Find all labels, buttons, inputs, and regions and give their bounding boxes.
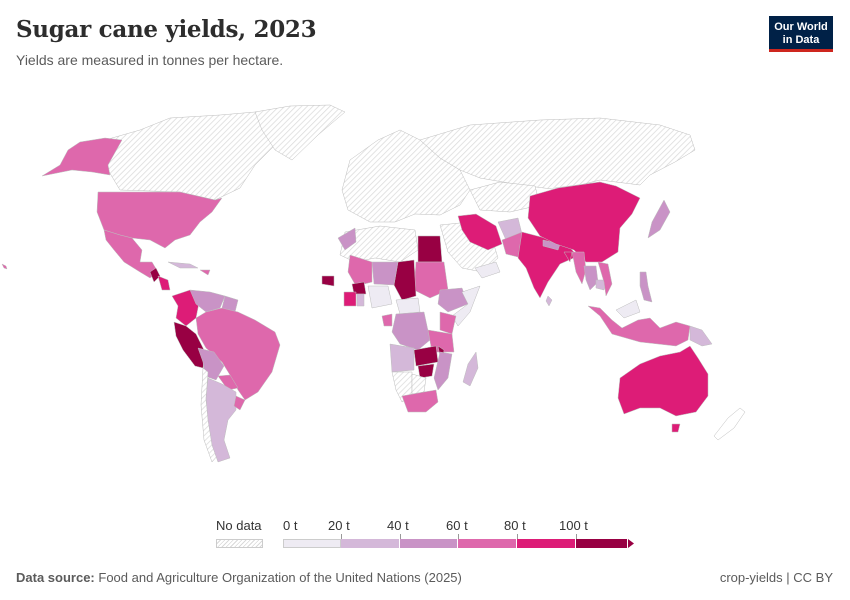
country-niger[interactable] (371, 261, 399, 286)
country-dr-congo[interactable] (391, 311, 431, 351)
country-japan[interactable] (647, 199, 671, 239)
logo-line-2: in Data (782, 33, 820, 46)
country-egypt[interactable] (417, 235, 443, 263)
country-burkina-faso[interactable] (351, 281, 367, 295)
country-senegal[interactable] (321, 275, 335, 287)
legend-arrow-icon (628, 539, 634, 548)
country-ghana[interactable] (356, 293, 365, 307)
legend-tick-0: 0 t (283, 518, 298, 533)
legend-no-data-swatch[interactable] (216, 539, 263, 548)
legend-tick-mark (576, 534, 577, 539)
legend-tick-100: 100 t (559, 518, 588, 533)
country-ivory-coast[interactable] (343, 291, 357, 307)
color-legend: No data 0 t 20 t 40 t 60 t 80 t 100 t (214, 518, 644, 554)
country-mali[interactable] (347, 254, 373, 287)
country-madagascar[interactable] (462, 351, 479, 387)
country-sri-lanka[interactable] (545, 295, 553, 307)
country-south-africa[interactable] (401, 389, 439, 413)
country-gabon[interactable] (381, 313, 393, 327)
legend-tick-20: 20 t (328, 518, 350, 533)
legend-tick-mark (341, 534, 342, 539)
legend-no-data-label: No data (216, 518, 262, 533)
legend-tick-60: 60 t (446, 518, 468, 533)
country-russia[interactable] (419, 117, 696, 191)
legend-bin-100-plus[interactable] (576, 539, 628, 548)
country-usa-alaska[interactable] (41, 137, 123, 177)
legend-bin-20-40[interactable] (341, 539, 400, 548)
country-philippines[interactable] (639, 271, 653, 303)
data-source-label: Data source: (16, 570, 95, 585)
country-cambodia[interactable] (595, 279, 607, 291)
country-uruguay[interactable] (233, 395, 246, 411)
legend-tick-mark (458, 534, 459, 539)
data-source: Data source: Food and Agriculture Organi… (16, 570, 462, 585)
country-thailand[interactable] (583, 265, 599, 291)
legend-tick-mark (400, 534, 401, 539)
country-mozambique[interactable] (433, 351, 453, 391)
country-venezuela[interactable] (189, 289, 226, 313)
country-new-zealand[interactable] (713, 407, 746, 441)
country-china[interactable] (527, 181, 641, 263)
country-australia-tasmania[interactable] (671, 423, 681, 433)
owid-logo[interactable]: Our World in Data (769, 16, 833, 52)
legend-bin-40-60[interactable] (400, 539, 458, 548)
country-dominican-rep[interactable] (199, 269, 211, 276)
legend-tick-mark (517, 534, 518, 539)
world-map (1, 104, 746, 463)
country-argentina[interactable] (205, 377, 237, 463)
country-cuba[interactable] (167, 261, 199, 269)
country-ethiopia[interactable] (437, 287, 469, 313)
country-vietnam[interactable] (597, 261, 613, 297)
footer-license[interactable]: crop-yields | CC BY (719, 570, 833, 585)
logo-line-1: Our World (774, 20, 828, 33)
region-europe[interactable] (341, 129, 471, 223)
country-nigeria[interactable] (367, 285, 393, 309)
country-usa-hawaii[interactable] (1, 263, 8, 270)
country-yemen[interactable] (474, 261, 501, 279)
country-zimbabwe[interactable] (417, 363, 435, 379)
country-angola[interactable] (389, 343, 415, 373)
country-bangladesh[interactable] (563, 251, 573, 263)
chart-subtitle: Yields are measured in tonnes per hectar… (16, 52, 284, 68)
country-iran[interactable] (457, 213, 503, 251)
data-source-text[interactable]: Food and Agriculture Organization of the… (98, 570, 462, 585)
country-guatemala[interactable] (149, 267, 161, 283)
country-central-african-rep[interactable] (395, 297, 421, 315)
country-australia[interactable] (617, 345, 709, 417)
legend-tick-80: 80 t (504, 518, 526, 533)
country-malaysia[interactable] (615, 299, 641, 319)
country-myanmar[interactable] (571, 251, 587, 285)
country-indonesia[interactable] (587, 305, 691, 347)
country-morocco[interactable] (337, 227, 357, 251)
country-nicaragua[interactable] (157, 275, 171, 291)
legend-bin-0-20[interactable] (283, 539, 341, 548)
legend-tick-40: 40 t (387, 518, 409, 533)
legend-bin-80-100[interactable] (517, 539, 576, 548)
country-greenland[interactable] (254, 104, 346, 161)
country-somalia[interactable] (451, 285, 481, 327)
chart-title: Sugar cane yields, 2023 (16, 16, 317, 43)
country-papua-new-guinea[interactable] (689, 325, 713, 347)
legend-bin-60-80[interactable] (458, 539, 517, 548)
country-kenya[interactable] (439, 311, 457, 335)
